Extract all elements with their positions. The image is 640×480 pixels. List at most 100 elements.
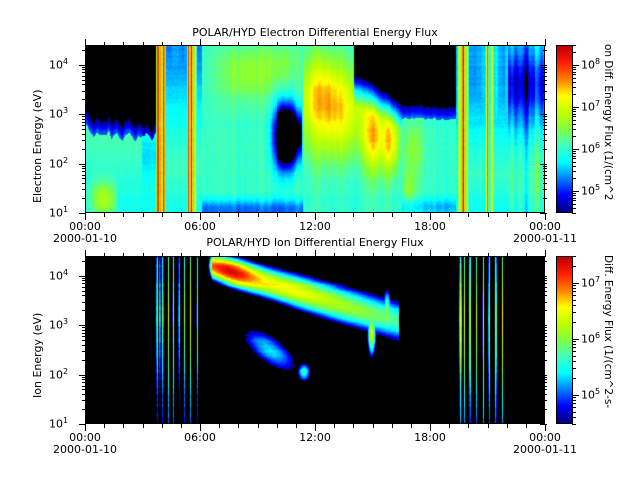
ion-x-tick-minor bbox=[372, 424, 374, 428]
ion-y-tick-minor-right bbox=[543, 332, 547, 334]
electron-y-tick-minor-right bbox=[543, 148, 547, 150]
ion-x-tick-label: 12:00 bbox=[299, 431, 331, 444]
electron-colorbar-tick-minor bbox=[572, 129, 576, 130]
electron-x-tick-major bbox=[430, 213, 431, 220]
ion-colorbar-tick-minor bbox=[572, 347, 576, 349]
electron-x-tick-top bbox=[545, 39, 546, 46]
electron-x-tick-minor bbox=[353, 213, 355, 217]
ion-y-tick-major-right bbox=[540, 275, 547, 277]
electron-colorbar[interactable] bbox=[556, 45, 573, 213]
electron-x-tick-top bbox=[506, 42, 508, 46]
ion-x-tick-top bbox=[295, 253, 297, 257]
ion-y-tick-major bbox=[79, 424, 86, 425]
ion-y-tick-minor bbox=[82, 301, 86, 303]
ion-x-tick-top bbox=[468, 253, 470, 257]
ion-y-tick-minor bbox=[82, 344, 86, 346]
ion-x-tick-top bbox=[161, 253, 163, 257]
electron-y-tick-minor-right bbox=[543, 75, 547, 77]
electron-x-tick-top bbox=[487, 42, 489, 46]
ion-y-tick-major-right bbox=[540, 325, 547, 327]
electron-x-tick-top bbox=[219, 42, 221, 46]
ion-x-tick-minor bbox=[506, 424, 508, 428]
ion-x-tick-minor bbox=[238, 424, 240, 428]
ion-colorbar-label: Diff. Energy Flux (1/(cm^2-s- bbox=[602, 255, 614, 409]
ion-x-tick-top bbox=[334, 253, 336, 257]
electron-colorbar-tick-minor bbox=[572, 66, 576, 68]
electron-colorbar-tick-minor bbox=[572, 150, 576, 152]
electron-y-tick-minor-right bbox=[543, 189, 547, 191]
electron-spectrogram-plot[interactable] bbox=[85, 45, 545, 213]
ion-x-tick-top bbox=[545, 250, 546, 257]
ion-y-tick-minor bbox=[82, 277, 86, 279]
electron-colorbar-tick-label: 108 bbox=[581, 57, 601, 72]
electron-y-tick-minor bbox=[82, 99, 86, 101]
ion-colorbar-tick-label: 106 bbox=[581, 330, 601, 346]
ion-colorbar-tick-minor bbox=[572, 351, 576, 353]
ion-x-tick-major bbox=[430, 424, 431, 431]
ion-y-tick-minor bbox=[82, 340, 86, 341]
electron-panel-title: POLAR/HYD Electron Differential Energy F… bbox=[192, 26, 438, 39]
ion-colorbar-tick-minor bbox=[572, 321, 576, 323]
electron-colorbar-tick-minor bbox=[572, 200, 576, 202]
electron-x-tick-top bbox=[295, 42, 297, 46]
electron-y-tick-minor bbox=[82, 189, 86, 191]
ion-x-tick-label: 00:00 bbox=[529, 431, 561, 444]
ion-y-tick-minor-right bbox=[543, 336, 547, 338]
ion-colorbar-tick-minor bbox=[572, 305, 576, 306]
ion-colorbar-tick-minor bbox=[572, 285, 576, 287]
electron-x-tick-major bbox=[315, 213, 316, 220]
electron-y-tick-minor bbox=[82, 165, 86, 167]
ion-y-tick-minor bbox=[82, 310, 86, 312]
electron-y-tick-minor-right bbox=[543, 118, 547, 120]
ion-y-tick-major-right bbox=[540, 374, 547, 376]
ion-y-tick-minor-right bbox=[543, 409, 547, 411]
electron-colorbar-tick-major bbox=[572, 191, 579, 193]
ion-y-tick-minor bbox=[82, 379, 86, 381]
ion-x-tick-top bbox=[372, 253, 374, 257]
electron-x-tick-top bbox=[257, 42, 259, 46]
electron-x-tick-minor bbox=[238, 213, 240, 217]
electron-y-tick-minor bbox=[82, 79, 86, 81]
electron-y-tick-label: 104 bbox=[49, 56, 69, 72]
electron-y-tick-minor-right bbox=[543, 90, 547, 92]
ion-colorbar[interactable] bbox=[556, 256, 573, 424]
ion-y-tick-minor-right bbox=[543, 340, 547, 341]
electron-x-tick-minor bbox=[123, 213, 125, 217]
electron-x-tick-top bbox=[449, 42, 451, 46]
electron-colorbar-label: on Diff. Energy Flux (1/(cm^2 bbox=[602, 44, 614, 201]
electron-colorbar-tick-minor bbox=[572, 192, 576, 194]
electron-y-tick-minor bbox=[82, 90, 86, 92]
electron-x-tick-minor bbox=[487, 213, 489, 217]
electron-x-tick-top bbox=[391, 42, 393, 46]
ion-x-tick-top bbox=[180, 253, 182, 257]
electron-colorbar-tick-minor bbox=[572, 178, 576, 180]
ion-y-tick-minor-right bbox=[543, 290, 547, 292]
ion-y-tick-minor-right bbox=[543, 389, 547, 391]
electron-x-date-end: 2000-01-11 bbox=[513, 232, 577, 245]
ion-x-tick-minor bbox=[161, 424, 163, 428]
electron-y-tick-minor bbox=[82, 133, 86, 135]
ion-spectrogram-plot[interactable] bbox=[85, 256, 545, 424]
electron-y-tick-minor bbox=[82, 69, 86, 71]
electron-y-tick-minor bbox=[82, 174, 86, 176]
ion-x-tick-top bbox=[487, 253, 489, 257]
electron-y-tick-minor-right bbox=[543, 139, 547, 141]
electron-x-tick-major bbox=[545, 213, 546, 220]
electron-y-tick-minor-right bbox=[543, 72, 547, 74]
electron-colorbar-tick-minor bbox=[572, 161, 576, 163]
electron-colorbar-tick-minor bbox=[572, 71, 576, 73]
ion-y-tick-minor-right bbox=[543, 382, 547, 384]
electron-colorbar-gradient bbox=[557, 46, 572, 212]
electron-x-tick-minor bbox=[334, 213, 336, 217]
ion-y-tick-label: 104 bbox=[49, 267, 69, 283]
ion-x-tick-major bbox=[200, 424, 201, 431]
ion-colorbar-tick-minor bbox=[572, 344, 576, 346]
ion-x-tick-top bbox=[257, 253, 259, 257]
electron-y-tick-minor bbox=[82, 139, 86, 141]
ion-y-tick-minor bbox=[82, 382, 86, 384]
electron-x-tick-top bbox=[525, 42, 527, 46]
ion-x-tick-major bbox=[315, 424, 316, 431]
ion-colorbar-tick-minor bbox=[572, 407, 576, 409]
electron-colorbar-tick-minor bbox=[572, 77, 576, 79]
electron-y-tick-minor bbox=[82, 198, 86, 200]
